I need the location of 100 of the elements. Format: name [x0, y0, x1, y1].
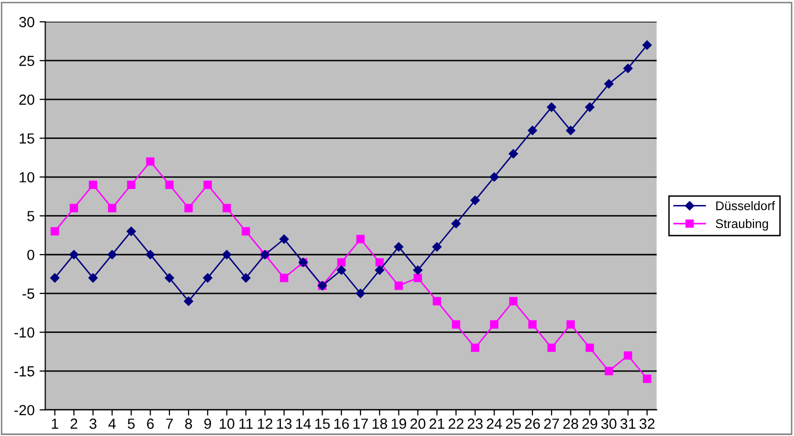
point	[88, 180, 98, 189]
y-tick-label: -10	[14, 327, 34, 338]
y-tick-label: 15	[20, 133, 34, 144]
point	[70, 204, 78, 212]
x-tick-label: 7	[166, 418, 173, 429]
point	[146, 157, 155, 166]
point	[165, 180, 174, 189]
y-tick-label: -15	[14, 366, 34, 376]
point	[336, 266, 346, 275]
point	[623, 64, 633, 73]
x-tick-label: 16	[334, 418, 349, 429]
point	[585, 102, 594, 112]
point	[164, 273, 174, 283]
y-tick-label: 30	[19, 16, 34, 28]
point	[184, 204, 193, 212]
y-tick-label: 0	[27, 250, 34, 260]
y-tick-label: 20	[19, 94, 34, 105]
point	[69, 250, 79, 260]
point	[470, 196, 480, 205]
x-tick-label: 6	[147, 418, 154, 429]
point	[604, 79, 614, 89]
x-tick-label: 13	[277, 418, 292, 429]
point	[452, 320, 460, 329]
point	[356, 288, 366, 298]
x-tick-label: 14	[296, 418, 311, 429]
point	[146, 250, 155, 260]
legend-label: Düsseldorf	[716, 201, 776, 210]
y-tick-label: 10	[20, 172, 34, 182]
point	[88, 273, 98, 283]
point	[528, 126, 538, 136]
y-tick-label: -5	[22, 288, 34, 299]
x-tick-label: 32	[640, 418, 654, 429]
point	[242, 227, 250, 236]
x-tick-label: 12	[258, 418, 272, 429]
point	[241, 273, 250, 283]
point	[127, 180, 136, 189]
point	[432, 242, 442, 252]
x-tick-label: 1	[52, 418, 58, 429]
point	[546, 102, 556, 112]
legend-label: Straubing	[716, 218, 768, 231]
x-tick-label: 19	[392, 418, 406, 429]
point	[490, 320, 498, 329]
point	[50, 227, 59, 236]
point	[508, 149, 518, 158]
point	[108, 250, 117, 260]
point	[413, 266, 422, 275]
x-tick-label: 22	[448, 418, 464, 429]
point	[642, 374, 652, 383]
point	[337, 258, 346, 267]
point	[184, 296, 194, 306]
x-tick-label: 2	[70, 418, 78, 429]
x-tick-label: 30	[601, 418, 616, 429]
x-tick-label: 28	[563, 418, 578, 429]
point	[222, 250, 232, 260]
x-tick-label: 21	[430, 418, 444, 429]
point	[394, 242, 404, 252]
y-tick-label: 5	[27, 211, 34, 222]
x-tick-label: 24	[486, 418, 502, 429]
x-tick-label: 4	[108, 418, 116, 429]
point	[586, 344, 594, 352]
point	[394, 282, 403, 290]
point	[126, 226, 136, 236]
point	[642, 40, 652, 50]
y-tick-label: 25	[19, 56, 34, 66]
point	[375, 258, 384, 267]
point	[203, 273, 212, 283]
x-tick-label: 20	[410, 418, 426, 429]
y-tick-label: -20	[14, 404, 34, 416]
x-tick-label: 5	[128, 418, 135, 429]
point	[451, 218, 461, 228]
point	[547, 344, 556, 352]
x-tick-label: 29	[582, 418, 598, 429]
x-tick-label: 26	[525, 418, 540, 429]
x-tick-label: 11	[239, 418, 253, 429]
x-tick-label: 10	[220, 418, 234, 429]
x-tick-label: 17	[354, 418, 368, 429]
point	[509, 297, 518, 306]
point	[356, 234, 365, 244]
point	[203, 180, 212, 189]
point	[566, 126, 576, 136]
point	[50, 273, 60, 283]
point	[279, 234, 289, 244]
point	[414, 274, 422, 282]
point	[528, 320, 537, 329]
point	[566, 320, 575, 329]
point	[280, 274, 288, 282]
point	[374, 266, 384, 275]
point	[108, 204, 116, 212]
point	[490, 172, 499, 182]
point	[604, 366, 614, 376]
x-tick-label: 25	[506, 418, 521, 429]
x-tick-label: 15	[315, 418, 330, 429]
point	[470, 344, 480, 352]
x-tick-label: 27	[544, 418, 559, 429]
x-tick-label: 9	[204, 418, 212, 429]
x-tick-label: 18	[372, 418, 388, 429]
x-tick-label: 3	[90, 418, 96, 429]
x-tick-label: 8	[185, 418, 192, 429]
point	[624, 351, 632, 360]
x-tick-label: 23	[468, 418, 483, 429]
